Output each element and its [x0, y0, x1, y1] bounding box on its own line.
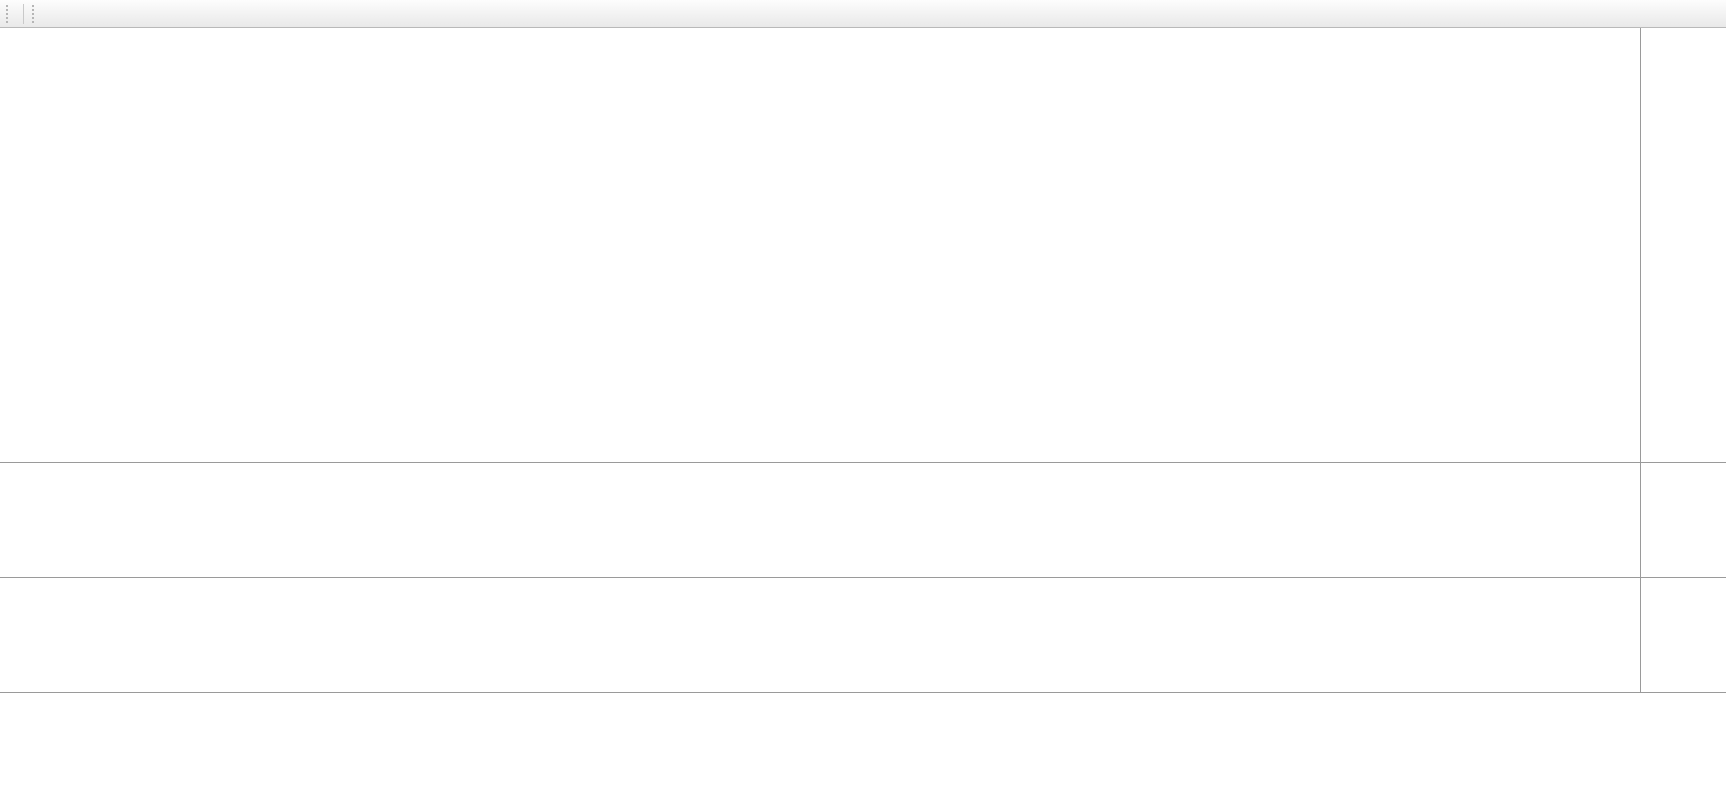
panel-separator-3 — [0, 692, 1726, 693]
macd-title — [6, 466, 13, 478]
macd-chart[interactable] — [0, 463, 1640, 577]
candlestick-chart[interactable] — [0, 28, 1640, 462]
panel-separator-1[interactable] — [0, 462, 1726, 463]
time-axis[interactable] — [0, 693, 1726, 715]
price-chart-panel[interactable] — [0, 28, 1640, 462]
macd-panel[interactable] — [0, 463, 1640, 577]
toolbar — [0, 0, 1726, 28]
toolbar-grip[interactable] — [6, 4, 12, 23]
rsi-title — [6, 581, 13, 593]
rsi-chart[interactable] — [0, 578, 1640, 692]
chart-window[interactable] — [0, 28, 1726, 715]
toolbar-grip-2[interactable] — [32, 4, 38, 23]
chart-symbol-title — [6, 31, 20, 43]
toolbar-separator — [23, 3, 24, 24]
panel-separator-2[interactable] — [0, 577, 1726, 578]
price-axis[interactable] — [1640, 28, 1726, 693]
rsi-panel[interactable] — [0, 578, 1640, 692]
